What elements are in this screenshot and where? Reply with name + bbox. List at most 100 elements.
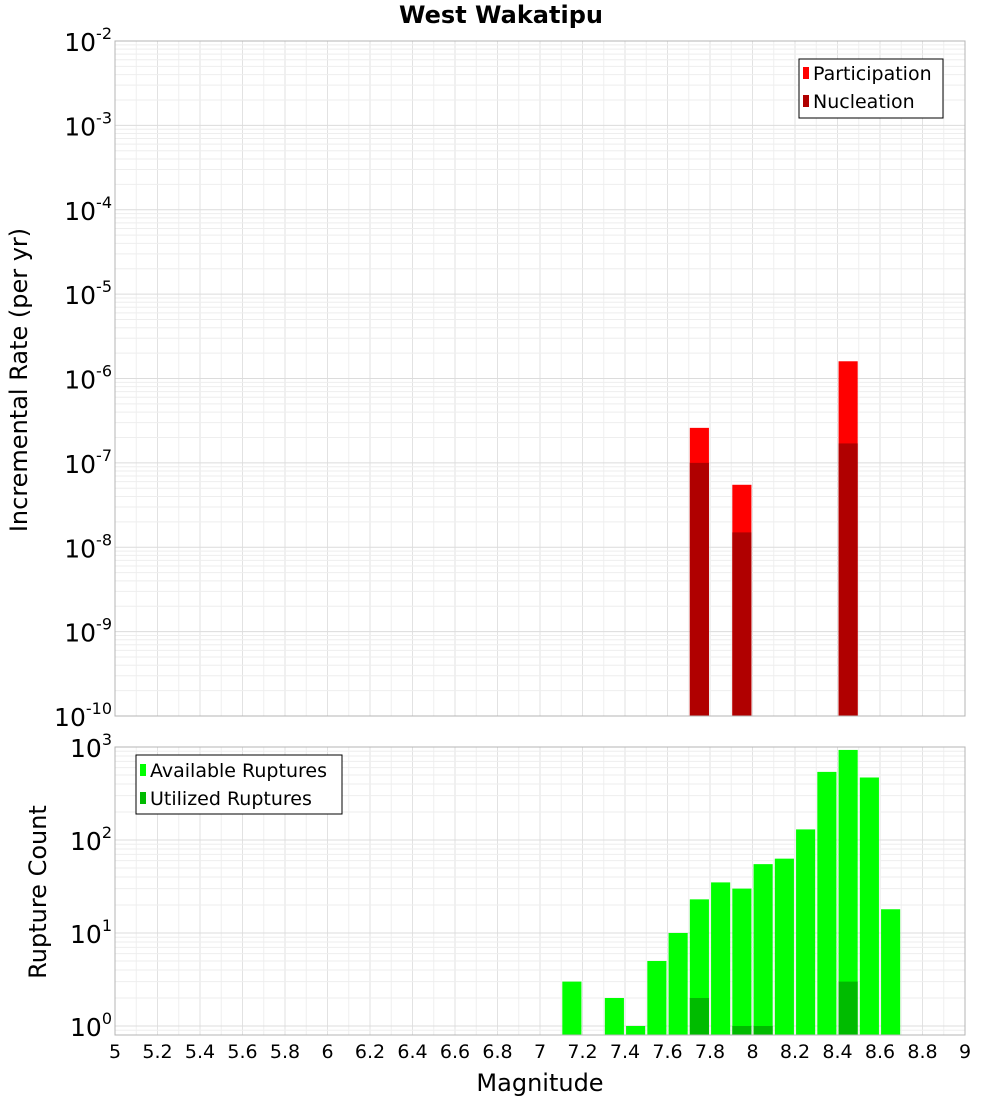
x-tick-label: 5	[109, 1041, 121, 1063]
y-tick-exponent: 1	[102, 916, 112, 935]
y-tick-base: 10	[70, 1013, 102, 1042]
y-tick-base: 10	[64, 366, 96, 395]
y-tick-exponent: 3	[102, 730, 112, 749]
top-legend-box	[798, 58, 944, 119]
available-ruptures-bar	[711, 882, 731, 1035]
top-grid	[115, 41, 965, 716]
y-tick-label: 10-6	[64, 362, 112, 395]
y-tick-label: 10-2	[64, 24, 112, 57]
chart-title: West Wakatipu	[399, 1, 603, 29]
y-tick-exponent: -3	[96, 108, 112, 127]
y-tick-base: 10	[64, 112, 96, 141]
x-tick-label: 6.4	[397, 1041, 427, 1063]
x-tick-label: 7.4	[610, 1041, 640, 1063]
y-tick-base: 10	[70, 920, 102, 949]
utilized-ruptures-bar	[689, 997, 709, 1035]
legend-label-utilized-ruptures: Utilized Ruptures	[150, 788, 312, 810]
y-tick-base: 10	[64, 619, 96, 648]
legend-swatch-utilized-ruptures	[140, 792, 146, 804]
x-tick-label: 8.6	[865, 1041, 895, 1063]
available-ruptures-bar	[626, 1025, 646, 1035]
x-tick-label: 5.4	[185, 1041, 215, 1063]
x-tick-label: 8.8	[907, 1041, 937, 1063]
x-tick-label: 8	[746, 1041, 758, 1063]
available-ruptures-bar	[796, 829, 816, 1035]
x-tick-label: 6.8	[482, 1041, 512, 1063]
x-axis-label: Magnitude	[476, 1069, 603, 1097]
legend-label-participation: Participation	[813, 63, 932, 85]
y-tick-exponent: 2	[102, 823, 112, 842]
legend-swatch-nucleation	[803, 95, 809, 107]
available-ruptures-bar	[859, 777, 879, 1035]
y-tick-label: 102	[70, 823, 112, 856]
legend-label-available-ruptures: Available Ruptures	[150, 760, 327, 782]
nucleation-bar	[689, 462, 709, 716]
available-ruptures-bar	[774, 858, 794, 1035]
y-tick-exponent: -2	[96, 24, 112, 43]
y-tick-base: 10	[64, 197, 96, 226]
top-plot-frame	[114, 40, 966, 717]
y-tick-base: 10	[70, 827, 102, 856]
utilized-ruptures-bar	[753, 1025, 773, 1035]
available-ruptures-bar	[647, 960, 667, 1035]
bottom-bars	[562, 749, 901, 1035]
y-tick-base: 10	[64, 450, 96, 479]
y-tick-label: 10-10	[54, 699, 112, 732]
y-tick-exponent: -4	[96, 193, 112, 212]
y-tick-base: 10	[70, 734, 102, 763]
y-tick-exponent: 0	[102, 1009, 112, 1028]
y-tick-base: 10	[64, 534, 96, 563]
x-tick-label: 8.2	[780, 1041, 810, 1063]
y-tick-label: 10-8	[64, 530, 112, 563]
top-y-axis-label: Incremental Rate (per yr)	[5, 228, 33, 532]
utilized-ruptures-bar	[732, 1025, 752, 1035]
top-legend: Participation Nucleation	[798, 58, 944, 119]
bottom-y-axis-label: Rupture Count	[24, 805, 52, 979]
y-tick-label: 101	[70, 916, 112, 949]
available-ruptures-bar	[881, 909, 901, 1035]
y-tick-exponent: -9	[96, 615, 112, 634]
available-ruptures-bar	[668, 932, 688, 1035]
x-tick-label: 7.6	[652, 1041, 682, 1063]
y-tick-label: 103	[70, 730, 112, 763]
legend-label-nucleation: Nucleation	[813, 91, 915, 113]
bottom-legend: Available Ruptures Utilized Ruptures	[135, 754, 343, 815]
utilized-ruptures-bar	[838, 981, 858, 1035]
nucleation-bar	[732, 532, 752, 716]
bottom-plot-frame	[114, 746, 966, 1036]
legend-swatch-available-ruptures	[140, 764, 146, 776]
y-tick-label: 10-4	[64, 193, 112, 226]
y-tick-label: 10-7	[64, 446, 112, 479]
y-tick-exponent: -8	[96, 530, 112, 549]
y-tick-exponent: -5	[96, 277, 112, 296]
x-tick-label: 6.2	[355, 1041, 385, 1063]
y-tick-exponent: -7	[96, 446, 112, 465]
x-tick-label: 5.6	[227, 1041, 257, 1063]
x-tick-label: 6	[321, 1041, 333, 1063]
x-tick-label: 5.2	[142, 1041, 172, 1063]
y-tick-exponent: -6	[96, 362, 112, 381]
y-tick-base: 10	[64, 28, 96, 57]
x-tick-labels: 5 5.2 5.4 5.6 5.8 6 6.2 6.4 6.6 6.8 7 7.2 7.4 7.6 7.8 8…	[109, 1041, 971, 1063]
legend-swatch-participation	[803, 67, 809, 79]
y-tick-base: 10	[54, 703, 86, 732]
top-bars	[689, 361, 858, 716]
nucleation-bar	[838, 443, 858, 716]
y-tick-label: 10-5	[64, 277, 112, 310]
y-tick-label: 10-9	[64, 615, 112, 648]
x-tick-label: 7	[534, 1041, 546, 1063]
x-tick-label: 9	[959, 1041, 971, 1063]
x-tick-label: 5.8	[270, 1041, 300, 1063]
available-ruptures-bar	[604, 997, 624, 1035]
y-tick-base: 10	[64, 281, 96, 310]
bottom-legend-box	[135, 754, 343, 815]
available-ruptures-bar	[753, 864, 773, 1035]
available-ruptures-bar	[562, 981, 582, 1035]
x-tick-label: 6.6	[440, 1041, 470, 1063]
available-ruptures-bar	[817, 771, 837, 1035]
y-tick-label: 10-3	[64, 108, 112, 141]
